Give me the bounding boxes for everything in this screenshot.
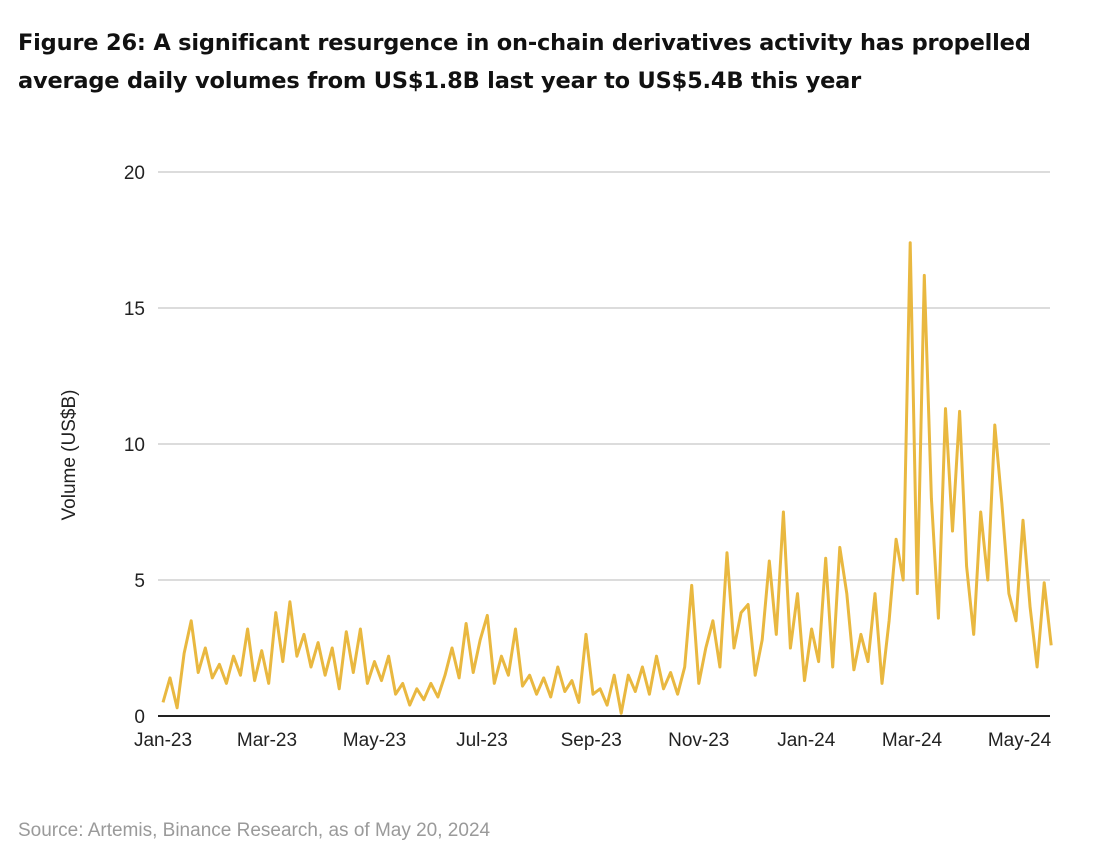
x-tick-label: Mar-23 — [237, 730, 297, 751]
x-tick-labels: Jan-23 Mar-23 May-23 Jul-23 Sep-23 Nov-23 Jan-… — [134, 730, 1052, 751]
chart-title: Figure 26: A significant resurgence in o… — [18, 30, 1031, 94]
y-tick-labels: 0 5 10 15 20 — [124, 163, 145, 728]
x-tick-label: May-24 — [988, 730, 1052, 751]
gridlines — [158, 171, 1050, 581]
y-tick-label: 20 — [124, 163, 145, 184]
y-tick-label: 0 — [134, 707, 145, 728]
x-tick-label: Jul-23 — [456, 730, 508, 751]
source-note: Source: Artemis, Binance Research, as of… — [18, 820, 491, 841]
x-tick-label: Nov-23 — [668, 730, 729, 751]
y-axis-label: Volume (US$B) — [59, 390, 80, 521]
x-tick-label: Mar-24 — [882, 730, 943, 751]
x-tick-label: Jan-24 — [777, 730, 836, 751]
series-line-group — [161, 241, 1053, 715]
x-tick-label: May-23 — [343, 730, 406, 751]
y-tick-label: 5 — [134, 571, 145, 592]
y-tick-label: 10 — [124, 435, 145, 456]
y-tick-label: 15 — [124, 299, 145, 320]
series-line — [161, 241, 1053, 715]
x-tick-label: Jan-23 — [134, 730, 192, 751]
x-tick-label: Sep-23 — [561, 730, 622, 751]
